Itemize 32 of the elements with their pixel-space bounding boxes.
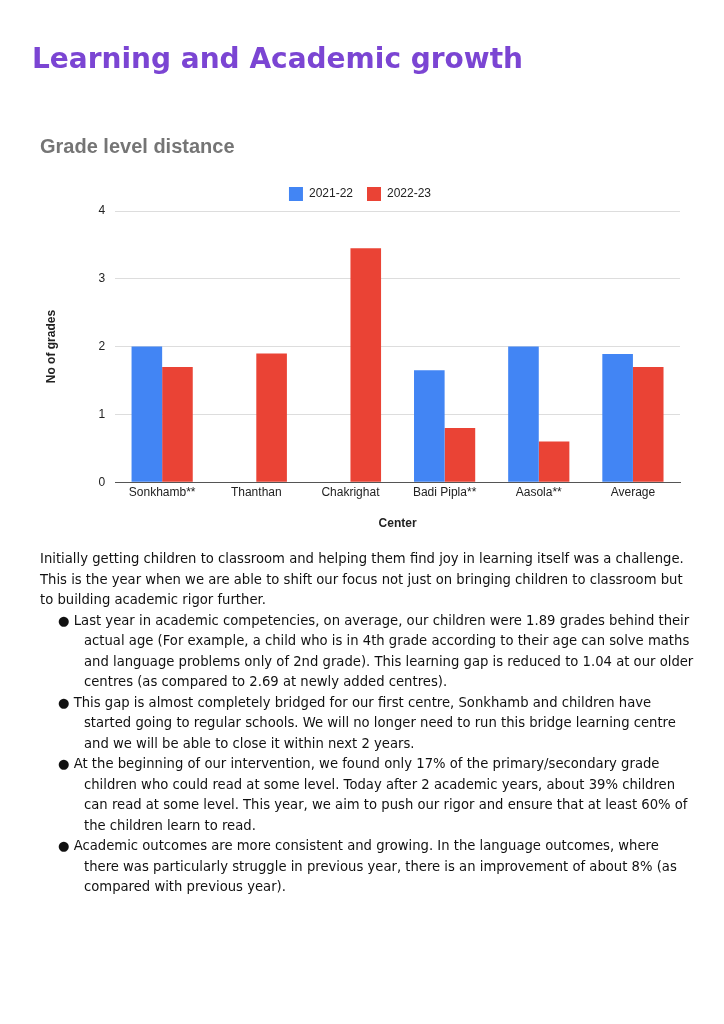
bar — [350, 248, 382, 482]
text: ● This gap is almost completely bridged for our first centre, Sonkhamb and children have started going to regular schools. We will no longer need to run this bridge learning centre and we will be able to close it within next 2 years. — [57, 693, 677, 753]
text: ● At the beginning of our intervention, we found only 17% of the primary/secondary grade children who could read at some level. Today after 2 academic years, about 39% children can read at some level. This year, we aim to push our rigor and ensure that at least 60% of the children learn to read. — [57, 755, 689, 835]
bar — [162, 366, 193, 482]
x-axis-title: Center — [378, 516, 417, 531]
text: Initially getting children to classroom and helping them find joy in learning itself was a challenge. This is the year when we are able to shift our focus not just on bringing children to classroom but to building academic rigor further. — [40, 550, 685, 609]
x-tick-label: Sonkhamb** — [128, 484, 196, 499]
y-tick-label: 3 — [98, 271, 106, 286]
bar — [131, 346, 163, 482]
x-tick-label: Chakrighat — [321, 484, 381, 499]
x-tick-label: Badi Pipla** — [412, 484, 477, 499]
chart-subtitle: Grade level distance — [40, 134, 235, 157]
y-axis-title: No of grades — [43, 309, 58, 384]
bar — [508, 346, 539, 482]
legend-label: 2022-23 — [387, 186, 432, 201]
bar — [256, 353, 287, 482]
x-tick-label: Aasola** — [515, 484, 563, 499]
y-tick-label: 2 — [98, 338, 106, 353]
legend-label: 2021-22 — [308, 186, 354, 201]
y-tick-label: 0 — [98, 474, 106, 489]
y-tick-label: 1 — [98, 406, 106, 421]
x-tick-label: Thanthan — [230, 484, 282, 499]
bar — [602, 354, 633, 482]
bar — [444, 427, 476, 482]
x-tick-label: Average — [610, 484, 656, 499]
bar — [632, 366, 664, 482]
bar — [538, 441, 570, 482]
text: ● Academic outcomes are more consistent and growing. In the language outcomes, where there was particularly struggle in previous year, there is an improvement of about 8% (as compared with previous year). — [57, 837, 678, 896]
text: ● Last year in academic competencies, on average, our children were 1.89 grades behind their actual age (For example, a child who is in 4th grade according to their age can solve maths and language problems only of 2nd grade). This learning gap is reduced to 1.04 at our older centres (as compared to 2.69 at newly added centres). — [57, 611, 694, 691]
bar — [414, 370, 445, 482]
chart-title: Learning and Academic growth — [31, 42, 524, 75]
y-tick-label: 4 — [98, 203, 106, 218]
